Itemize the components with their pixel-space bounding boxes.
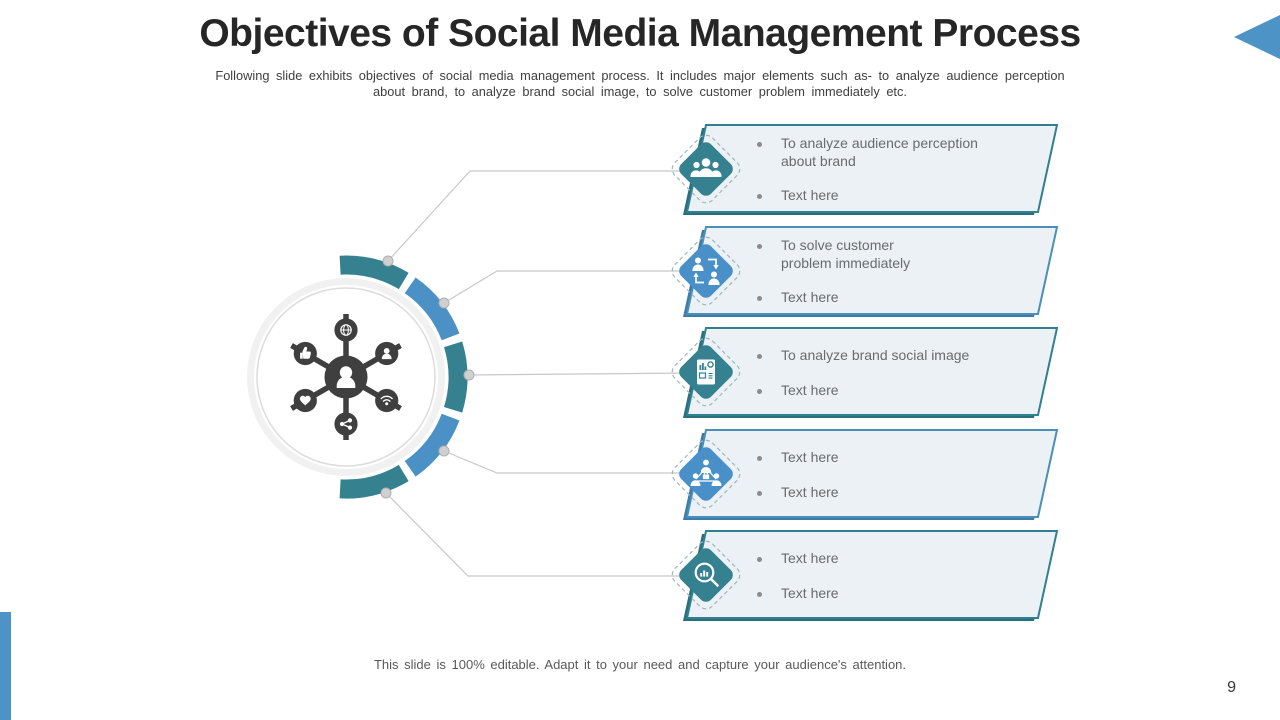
- bullet-dot: [757, 455, 762, 461]
- bullet-text: To solve customer problem immediately: [781, 236, 911, 271]
- subtitle-line-1: Following slide exhibits objectives of s…: [215, 68, 1065, 83]
- banner-shape: [683, 327, 1059, 418]
- bullet-text: Text here: [781, 448, 839, 465]
- bullet-dot: [757, 296, 762, 302]
- brand-report-icon: [671, 337, 741, 407]
- bullet-dot: [757, 243, 762, 249]
- connector-dot: [438, 445, 450, 457]
- bullet-dot: [757, 556, 762, 562]
- connector-line: [387, 170, 688, 262]
- bullet-text: To analyze brand social image: [781, 346, 970, 363]
- bullet-item: To analyze brand social image: [757, 347, 1013, 365]
- bullet-text: To analyze audience perception about bra…: [781, 134, 978, 169]
- arc-segment-3: [443, 341, 468, 413]
- objective-banner-4: Text here Text here: [671, 429, 1059, 521]
- bullet-item: Text here: [757, 187, 1013, 205]
- bullet-item: To solve customer problem immediately: [757, 237, 1013, 273]
- objective-banner-3: To analyze brand social image Text here: [671, 327, 1059, 419]
- arc-segment-2: [404, 277, 460, 341]
- bullet-dot: [757, 388, 762, 394]
- objective-banner-5: Text here Text here: [671, 530, 1059, 622]
- bullet-text: Text here: [781, 381, 839, 398]
- bullet-dot: [757, 353, 762, 359]
- connector-dots: [380, 255, 475, 499]
- objective-banner-1: To analyze audience perception about bra…: [671, 124, 1059, 216]
- audience-group-icon: [671, 134, 741, 204]
- connector-line: [385, 492, 688, 577]
- thumbs-up-icon: [300, 346, 311, 359]
- bullet-item: Text here: [757, 550, 1013, 568]
- page-title: Objectives of Social Media Management Pr…: [199, 12, 1081, 55]
- bullet-dot: [757, 591, 762, 597]
- connector-dot: [438, 297, 450, 309]
- bullet-text: Text here: [781, 584, 839, 601]
- share-icon: [339, 418, 353, 430]
- bullet-text: Text here: [781, 187, 839, 204]
- bullet-item: Text here: [757, 289, 1013, 307]
- bullet-text: Text here: [781, 289, 839, 306]
- customer-exchange-icon: [671, 236, 741, 306]
- connector-dot: [382, 255, 394, 267]
- bullet-item: Text here: [757, 382, 1013, 400]
- connector-line: [468, 372, 689, 376]
- subtitle-line-2: about brand, to analyze brand social ima…: [373, 84, 907, 99]
- connector-line: [443, 270, 688, 304]
- wifi-icon: [380, 395, 393, 406]
- social-media-network-icon: [290, 314, 402, 440]
- arc-segment-4: [404, 413, 460, 477]
- team-network-icon: [671, 439, 741, 509]
- search-analytics-icon: [671, 540, 741, 610]
- bullet-item: To analyze audience perception about bra…: [757, 135, 1013, 171]
- connector-line: [443, 450, 688, 474]
- bullet-item: Text here: [757, 484, 1013, 502]
- banner-shape: [683, 226, 1059, 317]
- objective-banner-2: To solve customer problem immediately Te…: [671, 226, 1059, 318]
- globe-icon: [340, 324, 352, 336]
- connector-lines: [385, 170, 689, 577]
- person-icon: [381, 348, 392, 360]
- heart-icon: [299, 395, 311, 406]
- arc-segment-5: [339, 464, 409, 499]
- page-number: 9: [1227, 679, 1236, 696]
- banner-shape: [683, 124, 1059, 215]
- left-edge-bar-decoration: [0, 612, 11, 720]
- bullet-dot: [757, 194, 762, 200]
- arc-segment-1: [339, 255, 409, 290]
- hub-circle-halo: [247, 278, 445, 476]
- bullet-text: Text here: [781, 549, 839, 566]
- bullet-text: Text here: [781, 483, 839, 500]
- corner-triangle-decoration: [1234, 15, 1280, 59]
- slide-subtitle: Following slide exhibits objectives of s…: [0, 68, 1280, 100]
- bullet-item: Text here: [757, 585, 1013, 603]
- bullet-dot: [757, 490, 762, 496]
- progress-arc: [339, 255, 468, 499]
- banner-shape: [683, 530, 1059, 621]
- bullet-dot: [757, 141, 762, 147]
- footer-note: This slide is 100% editable. Adapt it to…: [373, 657, 907, 672]
- user-icon: [336, 366, 356, 388]
- bullet-item: Text here: [757, 449, 1013, 467]
- connector-dot: [463, 369, 475, 381]
- connector-dot: [380, 487, 392, 499]
- hub-spokes: [290, 314, 402, 440]
